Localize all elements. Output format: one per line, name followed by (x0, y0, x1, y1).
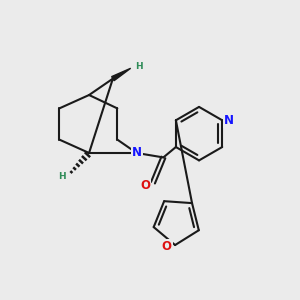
Text: H: H (58, 172, 66, 181)
Text: H: H (135, 62, 143, 71)
Polygon shape (112, 68, 131, 81)
Text: O: O (140, 178, 151, 192)
Text: O: O (162, 240, 172, 253)
Text: N: N (132, 146, 142, 160)
Text: N: N (224, 114, 234, 127)
